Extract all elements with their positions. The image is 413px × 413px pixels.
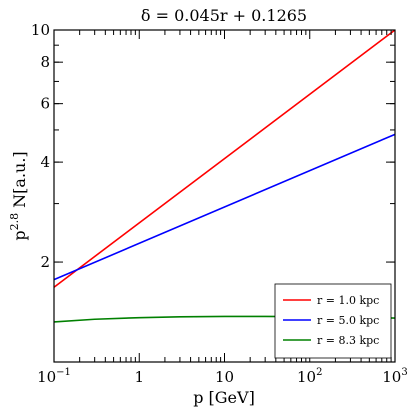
- y-tick-label: 6: [40, 95, 50, 113]
- legend-label-1: r = 1.0 kpc: [317, 294, 379, 307]
- x-tick-label: 1: [134, 368, 144, 386]
- y-axis-label-base: p: [10, 230, 29, 240]
- x-axis-label: p [GeV]: [193, 388, 255, 407]
- plot-frame: [53, 29, 396, 363]
- x-tick-label: 103: [382, 367, 407, 386]
- series-line-1: [54, 30, 395, 288]
- x-tick-label: 102: [297, 367, 322, 386]
- legend-label-2: r = 5.0 kpc: [317, 314, 379, 327]
- y-axis-label-exponent: 2.8: [8, 213, 21, 231]
- x-tick-label: 10: [215, 368, 234, 386]
- plot-area: 2 4 6 8 10 10−1 1 10 102 103 r = 1.0 kpc r = 5.0 kp…: [31, 21, 408, 386]
- x-tick-label: 10−1: [37, 367, 71, 386]
- legend-label-3: r = 8.3 kpc: [317, 334, 379, 347]
- y-tick-label: 8: [40, 53, 50, 71]
- y-tick-label: 10: [31, 21, 50, 39]
- legend-box: [274, 283, 392, 359]
- y-tick-label: 4: [40, 153, 50, 171]
- series-line-2: [54, 133, 395, 281]
- y-axis-label-rest: N[a.u.]: [10, 151, 29, 213]
- chart-title: δ = 0.045r + 0.1265: [141, 6, 307, 25]
- y-axis-label: p2.8 N[a.u.]: [8, 151, 29, 240]
- y-tick-label: 2: [40, 253, 50, 271]
